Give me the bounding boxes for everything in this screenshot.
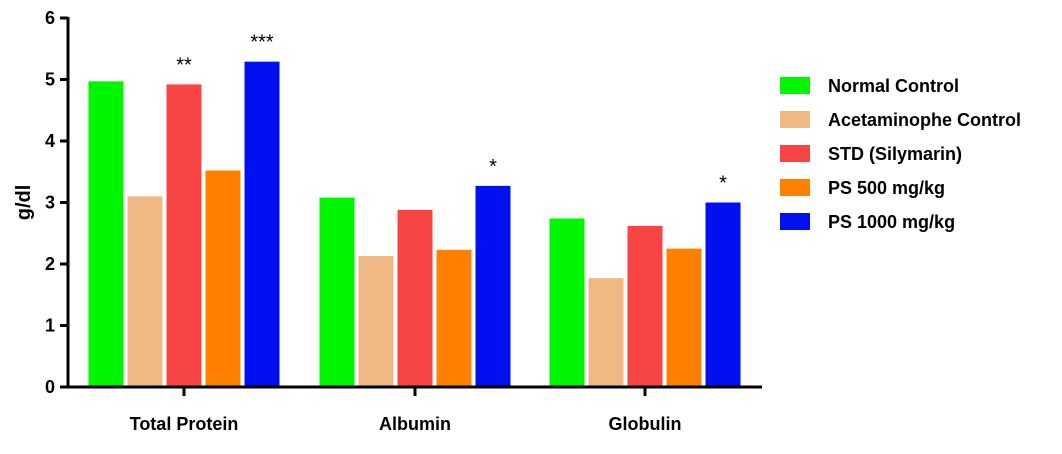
x-tick-label: Globulin <box>609 414 682 434</box>
bar-normal-control-total-protein <box>88 81 124 386</box>
legend-swatch <box>780 179 810 196</box>
bar-ps-1000-mg-kg-globulin <box>705 202 741 386</box>
y-tick-label: 5 <box>45 70 55 90</box>
bar-ps-500-mg-kg-total-protein <box>205 170 241 386</box>
y-axis-label: g/dl <box>13 185 35 221</box>
y-tick-label: 3 <box>45 193 55 213</box>
bar-normal-control-globulin <box>549 218 585 386</box>
bar-normal-control-albumin <box>319 197 355 386</box>
bar-acetaminophe-control-total-protein <box>127 196 163 386</box>
significance-label: * <box>489 156 497 178</box>
axes: 0 1 2 3 4 5 6 g/dl <box>13 8 762 397</box>
bar-ps-500-mg-kg-albumin <box>436 249 472 386</box>
bar-std-silymarin--total-protein <box>166 84 202 386</box>
legend-label: STD (Silymarin) <box>828 144 962 164</box>
legend-label: Normal Control <box>828 76 959 96</box>
legend: Normal Control Acetaminophe Control STD (S… <box>780 76 1021 232</box>
bar-acetaminophe-control-albumin <box>358 256 394 386</box>
bar-ps-1000-mg-kg-albumin <box>475 185 511 386</box>
legend-label: Acetaminophe Control <box>828 110 1021 130</box>
y-tick-label: 1 <box>45 316 55 336</box>
bars <box>88 61 741 386</box>
y-tick-label: 0 <box>45 377 55 397</box>
legend-swatch <box>780 145 810 162</box>
significance-label: *** <box>250 32 274 54</box>
y-tick-label: 4 <box>45 131 55 151</box>
y-tick-label: 2 <box>45 254 55 274</box>
bar-ps-1000-mg-kg-total-protein <box>244 61 280 386</box>
significance-label: * <box>719 173 727 195</box>
bar-ps-500-mg-kg-globulin <box>666 248 702 386</box>
y-tick-label: 6 <box>45 8 55 28</box>
x-tick-label: Albumin <box>379 414 451 434</box>
significance-label: ** <box>176 54 192 76</box>
legend-label: PS 500 mg/kg <box>828 178 945 198</box>
bar-std-silymarin--globulin <box>627 225 663 386</box>
legend-swatch <box>780 111 810 128</box>
legend-swatch <box>780 77 810 94</box>
x-tick-label: Total Protein <box>130 414 239 434</box>
labels: Total Protein*****Albumin*Globulin* <box>130 32 727 434</box>
bar-acetaminophe-control-globulin <box>588 278 624 386</box>
legend-label: PS 1000 mg/kg <box>828 212 955 232</box>
bar-std-silymarin--albumin <box>397 209 433 386</box>
legend-swatch <box>780 213 810 230</box>
